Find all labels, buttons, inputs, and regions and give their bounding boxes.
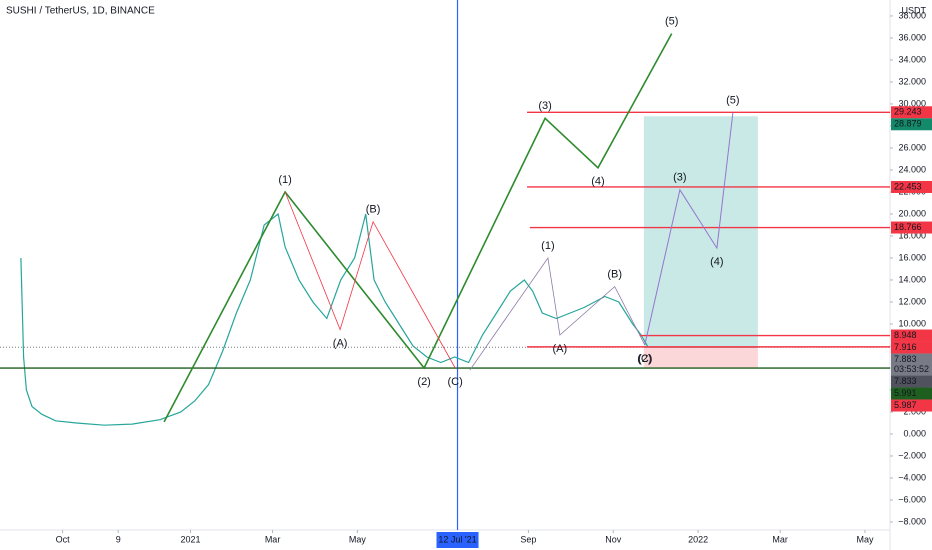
price-label-box: [891, 106, 932, 119]
wave-label: (3): [673, 172, 686, 184]
wave-label: (3): [538, 100, 551, 112]
x-tick-label: Mar: [772, 534, 788, 544]
y-tick-label: 20.000: [898, 208, 926, 218]
wave-label: (B): [366, 204, 381, 216]
price-label: 8.948: [894, 330, 917, 340]
wave-label: (1): [541, 240, 554, 252]
y-tick-label: 24.000: [898, 164, 926, 174]
y-tick-label: 30.000: [898, 98, 926, 108]
price-label: 5.991: [894, 388, 917, 398]
y-tick-label: −4.000: [898, 472, 926, 482]
x-tick-label: 2022: [688, 534, 708, 544]
y-tick-label: −2.000: [898, 450, 926, 460]
y-tick-label: −6.000: [898, 494, 926, 504]
price-label: 28.879: [894, 119, 922, 129]
wave-label: (2): [417, 376, 430, 388]
price-label-box: [891, 387, 932, 400]
wave-label: (A): [333, 337, 348, 349]
wave-label: (C): [448, 376, 463, 388]
y-tick-label: 16.000: [898, 252, 926, 262]
y-tick-label: 18.000: [898, 230, 926, 240]
price-label: 7.883: [894, 354, 917, 364]
wave-path: [469, 256, 646, 371]
price-label-box: [891, 180, 932, 193]
y-tick-label: 26.000: [898, 142, 926, 152]
wave-path: [284, 191, 456, 369]
x-tick-label: Sep: [520, 534, 536, 544]
y-tick-label: 34.000: [898, 54, 926, 64]
wave-label: (2): [638, 353, 651, 365]
price-label: 22.453: [894, 181, 922, 191]
price-label-box: [891, 329, 932, 342]
x-tick-label: Mar: [265, 534, 281, 544]
x-tick-label: 2021: [181, 534, 201, 544]
price-label: 18.766: [894, 222, 922, 232]
price-label: 5.987: [894, 400, 917, 410]
wave-label: (C): [637, 353, 652, 365]
price-label-box: [891, 353, 932, 376]
crosshair-label: 12 Jul '21: [438, 534, 476, 544]
chart-title: SUSHI / TetherUS, 1D, BINANCE: [6, 6, 155, 17]
wave-label: (1): [278, 174, 291, 186]
y-tick-label: 10.000: [898, 318, 926, 328]
wave-label: (B): [607, 268, 622, 280]
wave-path: [163, 33, 673, 423]
x-tick-label: Nov: [605, 534, 622, 544]
x-tick-label: Oct: [56, 534, 71, 544]
x-tick-label: May: [349, 534, 367, 544]
y-tick-label: 14.000: [898, 274, 926, 284]
price-label-box: [891, 221, 932, 234]
price-label-box: [891, 341, 932, 354]
y-tick-label: 38.000: [898, 10, 926, 20]
crosshair-label-box: [436, 532, 479, 548]
wave-path: [644, 112, 734, 346]
position-target-zone: [643, 116, 758, 348]
price-label-box: [891, 375, 932, 388]
price-label: 7.916: [894, 342, 917, 352]
wave-label: (4): [591, 176, 604, 188]
wave-label: (5): [726, 95, 739, 107]
wave-label: (A): [553, 343, 568, 355]
currency: USDT: [902, 5, 927, 15]
y-tick-label: 12.000: [898, 296, 926, 306]
wave-label: (5): [665, 15, 678, 27]
y-tick-label: 32.000: [898, 76, 926, 86]
price-line: [20, 212, 649, 426]
price-label: 7.833: [894, 376, 917, 386]
wave-label: (4): [710, 256, 723, 268]
position-stop-zone: [643, 347, 758, 369]
price-label-box: [891, 118, 932, 131]
price-countdown: 03:53:52: [894, 364, 929, 374]
x-tick-label: 9: [116, 534, 121, 544]
price-label: 29.243: [894, 107, 922, 117]
y-tick-label: 36.000: [898, 32, 926, 42]
y-tick-label: 0.000: [903, 428, 926, 438]
x-tick-label: May: [856, 534, 874, 544]
y-tick-label: −8.000: [898, 516, 926, 526]
price-label-box: [891, 399, 932, 412]
